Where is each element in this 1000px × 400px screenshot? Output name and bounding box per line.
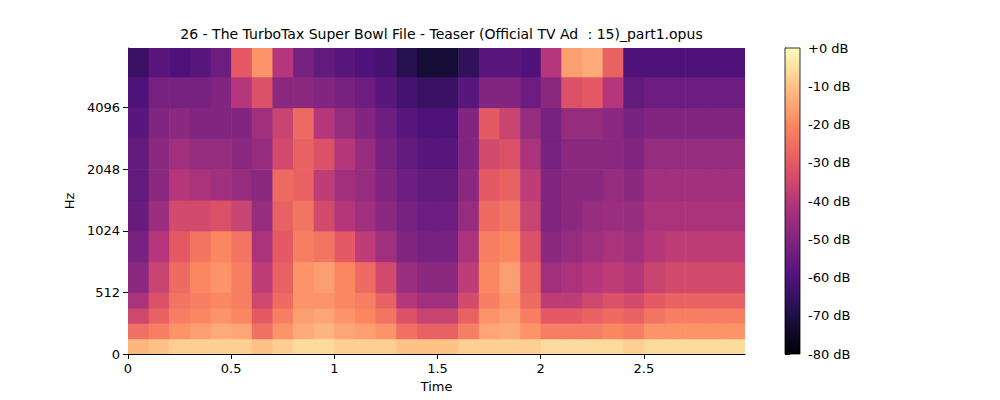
svg-text:Time: Time (420, 379, 453, 394)
svg-text:512: 512 (95, 285, 120, 300)
svg-text:-30 dB: -30 dB (808, 155, 851, 170)
svg-text:-50 dB: -50 dB (808, 232, 851, 247)
svg-text:+0 dB: +0 dB (808, 41, 848, 56)
svg-text:-20 dB: -20 dB (808, 117, 851, 132)
svg-text:1: 1 (330, 361, 338, 376)
svg-text:-10 dB: -10 dB (808, 79, 851, 94)
svg-text:0: 0 (124, 361, 132, 376)
svg-text:26 - The TurboTax Super Bowl F: 26 - The TurboTax Super Bowl File - Teas… (180, 26, 702, 42)
svg-text:-70 dB: -70 dB (808, 308, 851, 323)
svg-text:4096: 4096 (87, 100, 120, 115)
svg-text:0: 0 (112, 347, 120, 362)
svg-text:2048: 2048 (87, 162, 120, 177)
svg-text:-40 dB: -40 dB (808, 194, 851, 209)
svg-text:2.5: 2.5 (634, 361, 655, 376)
svg-text:-80 dB: -80 dB (808, 347, 851, 362)
svg-text:1024: 1024 (87, 223, 120, 238)
svg-text:2: 2 (537, 361, 545, 376)
svg-text:Hz: Hz (62, 193, 77, 210)
svg-text:0.5: 0.5 (221, 361, 242, 376)
svg-text:-60 dB: -60 dB (808, 270, 851, 285)
svg-text:1.5: 1.5 (427, 361, 448, 376)
